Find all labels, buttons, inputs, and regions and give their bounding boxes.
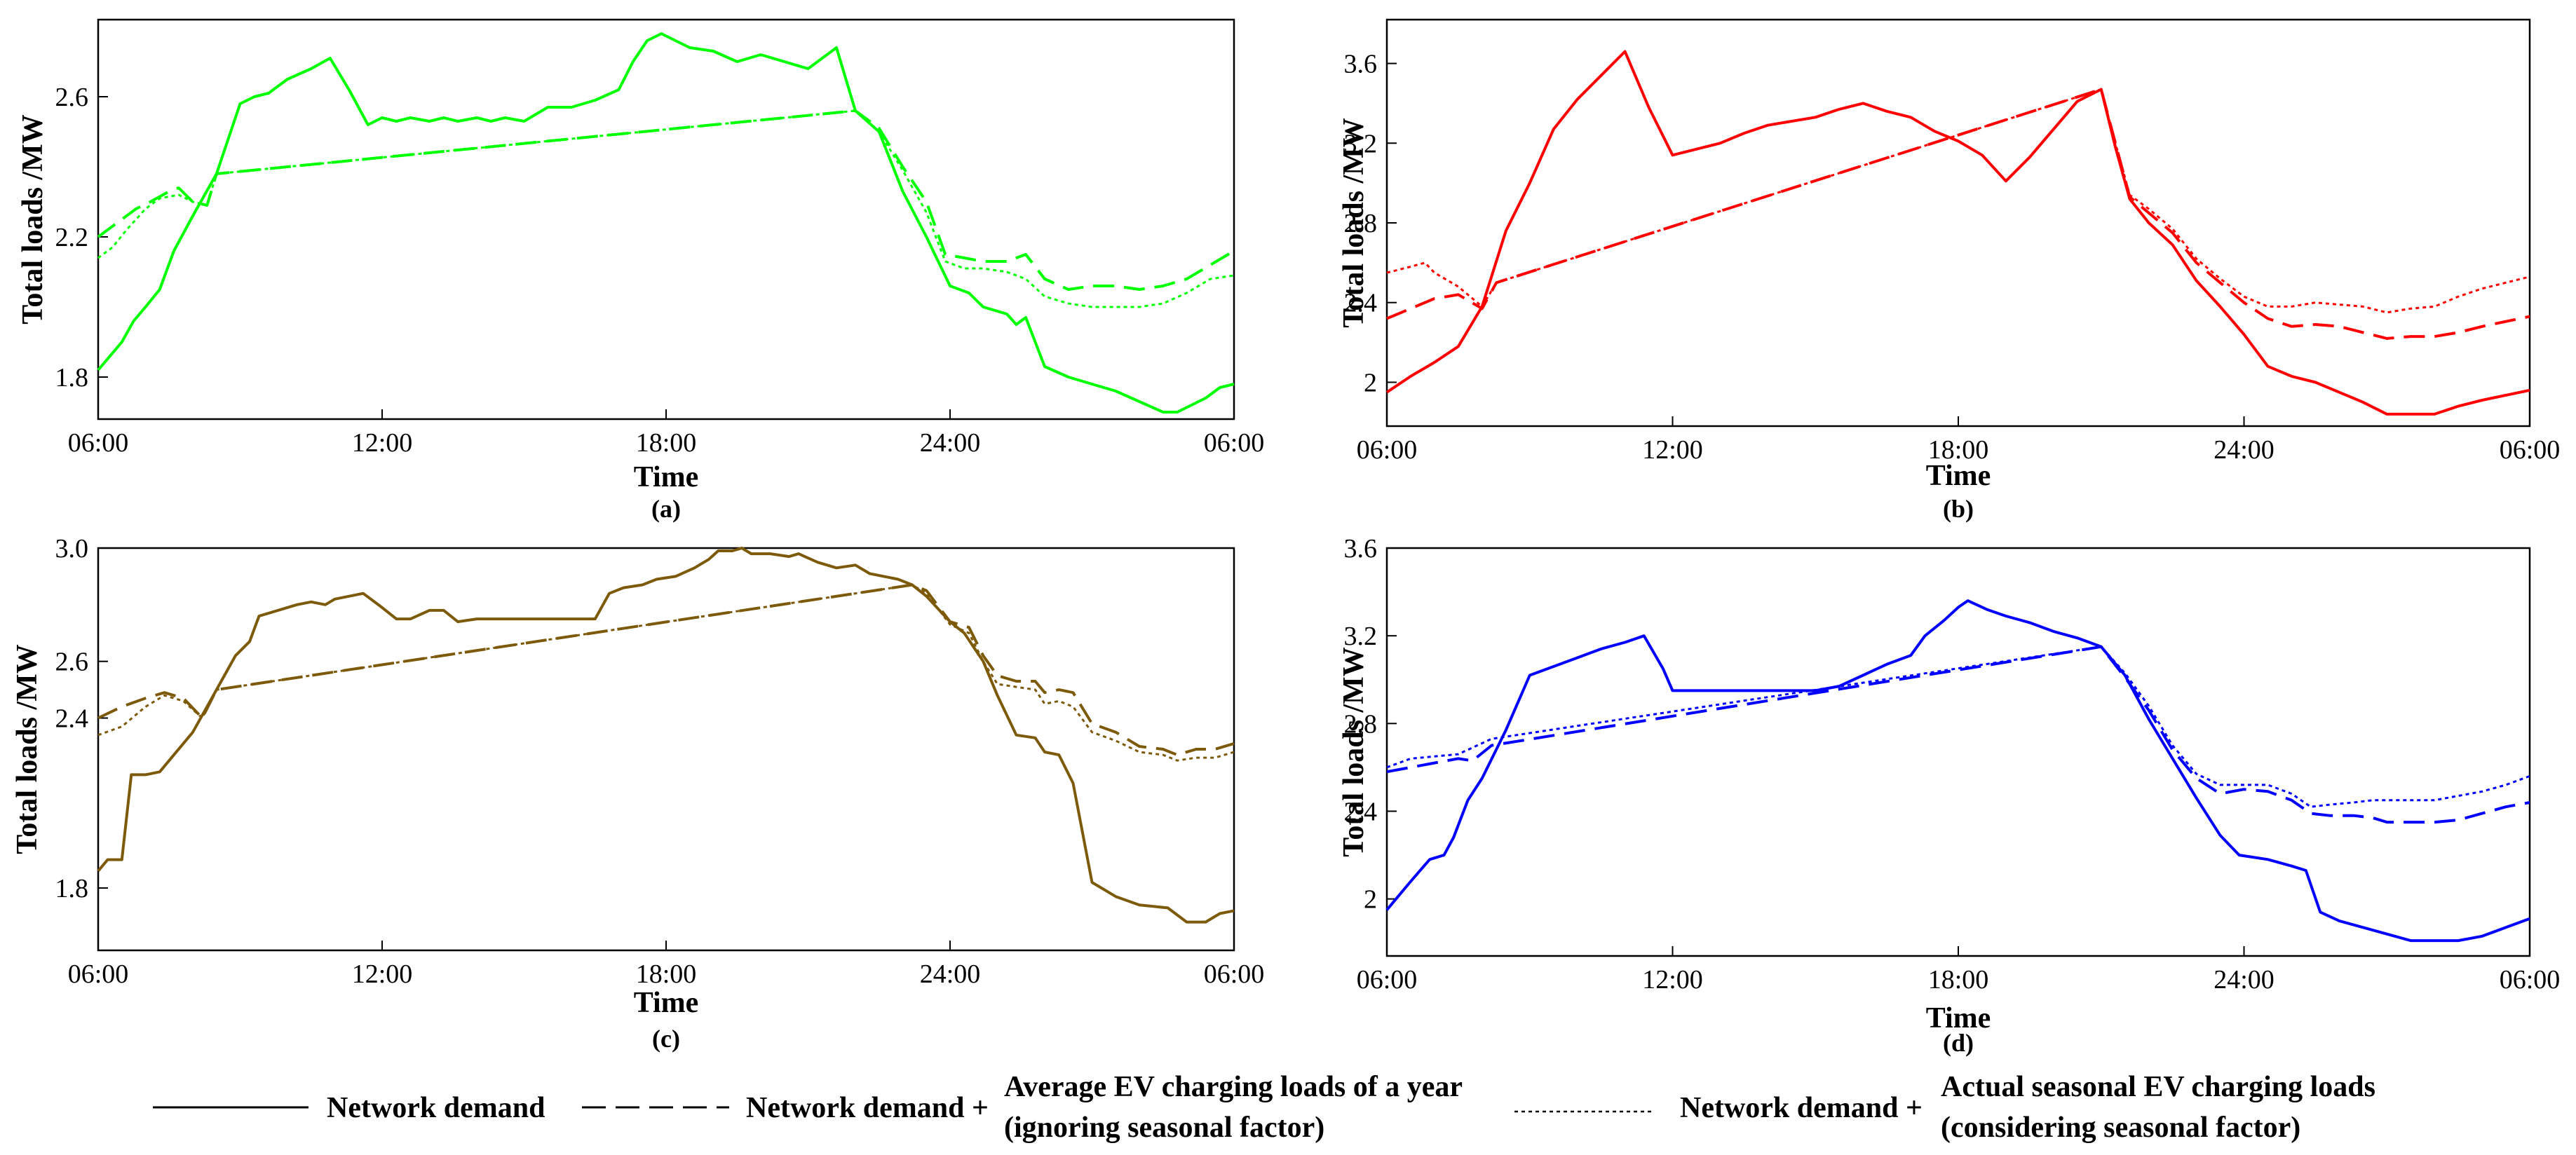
- legend-label-line: (considering seasonal factor): [1941, 1112, 2300, 1144]
- x-tick-label: 24:00: [920, 959, 981, 989]
- x-axis-ticks: 06:00 12:00 18:00 24:00 06:00: [1357, 946, 2561, 995]
- y-tick-label: 2.4: [1344, 797, 1378, 826]
- panel-a: 1.8 2.2 2.6 06:00 12:00 18:00 24:00 06:00 Time…: [17, 18, 1265, 523]
- x-tick-label: 24:00: [2214, 965, 2275, 995]
- panel-d: 2 2.4 2.8 3.2 3.6 06:00 12:00 18:00 24:00 06:00 …: [1338, 534, 2560, 1057]
- panel-b: 2 2.4 2.8 3.2 3.6 06:00 12:00 18:00 24:00 06:00 …: [1338, 18, 2561, 523]
- y-tick-label: 3.0: [55, 534, 89, 563]
- series-line-solid: [1385, 50, 2530, 416]
- x-tick-label: 06:00: [1357, 435, 1418, 465]
- x-tick-label: 24:00: [920, 428, 981, 458]
- series-line-dotted: [97, 584, 1235, 762]
- plot-area-frame: [97, 18, 1235, 421]
- y-tick-label: 2.2: [55, 223, 89, 252]
- y-tick-label: 3.2: [1344, 129, 1378, 158]
- panel-label: (a): [651, 495, 681, 523]
- legend-label-prefix: Network demand +: [746, 1092, 989, 1124]
- y-axis-title: Total loads /MW: [1338, 118, 1370, 328]
- series-group: [97, 32, 1235, 414]
- y-tick-label: 2.6: [55, 83, 89, 112]
- series-line-dashed: [97, 109, 1235, 291]
- x-tick-label: 06:00: [2500, 965, 2561, 995]
- series-line-solid: [97, 32, 1235, 414]
- legend: Network demand Network demand + Average …: [153, 1071, 2375, 1144]
- x-tick-label: 06:00: [68, 428, 129, 458]
- x-tick-label: 06:00: [1357, 965, 1418, 995]
- y-axis-ticks: 1.8 2.2 2.6: [55, 83, 108, 392]
- y-axis-title: Total loads /MW: [17, 114, 49, 324]
- plot-area-frame: [1385, 547, 2531, 957]
- y-tick-label: 2.4: [55, 704, 89, 734]
- legend-label-line: (ignoring seasonal factor): [1004, 1112, 1324, 1144]
- x-axis-ticks: 06:00 12:00 18:00 24:00 06:00: [1357, 416, 2561, 465]
- series-line-dashed: [1386, 88, 2530, 340]
- y-tick-label: 2: [1364, 885, 1377, 915]
- x-tick-label: 06:00: [1204, 959, 1265, 989]
- panel-label: (d): [1943, 1029, 1974, 1057]
- plot-area-frame: [1385, 18, 2531, 428]
- y-tick-label: 3.6: [1344, 50, 1378, 79]
- x-tick-label: 06:00: [68, 959, 129, 989]
- legend-label-line: Actual seasonal EV charging loads: [1941, 1071, 2375, 1103]
- x-tick-label: 12:00: [352, 959, 413, 989]
- y-tick-label: 3.2: [1344, 622, 1378, 651]
- x-tick-label: 06:00: [2500, 435, 2561, 465]
- series-group: [97, 547, 1235, 924]
- y-tick-label: 2.4: [1344, 289, 1378, 318]
- x-tick-label: 06:00: [1204, 428, 1265, 458]
- x-axis-title: Time: [1926, 1002, 1991, 1034]
- x-tick-label: 18:00: [1928, 965, 1989, 995]
- x-axis-title: Time: [634, 461, 699, 493]
- x-axis-ticks: 06:00 12:00 18:00 24:00 06:00: [68, 941, 1265, 989]
- series-line-dotted: [97, 109, 1235, 308]
- x-axis-title: Time: [1926, 460, 1991, 492]
- x-tick-label: 18:00: [636, 428, 697, 458]
- y-tick-label: 3.6: [1344, 534, 1378, 563]
- panel-c: 1.8 2.4 2.6 3.0 06:00 12:00 18:00 24:00 06:00 T…: [11, 534, 1264, 1053]
- plot-area-frame: [97, 547, 1235, 952]
- series-line-dashed: [97, 583, 1235, 757]
- x-tick-label: 18:00: [1928, 435, 1989, 465]
- y-axis-title: Total loads /MW: [11, 644, 43, 854]
- series-line-dotted: [1386, 645, 2530, 808]
- y-tick-label: 2.8: [1344, 209, 1378, 238]
- panel-label: (b): [1943, 495, 1974, 523]
- legend-label-prefix: Network demand +: [1680, 1092, 1923, 1124]
- y-axis-ticks: 1.8 2.4 2.6 3.0: [55, 534, 108, 903]
- x-axis-title: Time: [634, 987, 699, 1019]
- panel-label: (c): [652, 1025, 680, 1053]
- x-tick-label: 18:00: [636, 959, 697, 989]
- series-line-solid: [97, 547, 1235, 924]
- series-group: [1385, 599, 2530, 943]
- series-line-dashed: [1386, 645, 2530, 824]
- y-axis-ticks: 2 2.4 2.8 3.2 3.6: [1344, 50, 1397, 397]
- series-line-dotted: [1386, 88, 2530, 314]
- series-group: [1385, 50, 2530, 416]
- legend-label-line: Average EV charging loads of a year: [1004, 1071, 1463, 1103]
- x-tick-label: 12:00: [1642, 435, 1703, 465]
- x-tick-label: 12:00: [1642, 965, 1703, 995]
- legend-label-network-demand: Network demand: [327, 1092, 545, 1124]
- y-tick-label: 2.6: [55, 648, 89, 677]
- y-axis-ticks: 2 2.4 2.8 3.2 3.6: [1344, 534, 1397, 915]
- x-tick-label: 12:00: [352, 428, 413, 458]
- y-tick-label: 2: [1364, 368, 1377, 397]
- y-tick-label: 1.8: [55, 363, 89, 392]
- y-tick-label: 2.8: [1344, 709, 1378, 739]
- y-axis-title: Total loads /MW: [1338, 647, 1370, 857]
- y-tick-label: 1.8: [55, 874, 89, 903]
- series-line-solid: [1385, 599, 2530, 943]
- x-axis-ticks: 06:00 12:00 18:00 24:00 06:00: [68, 409, 1265, 458]
- x-tick-label: 24:00: [2214, 435, 2275, 465]
